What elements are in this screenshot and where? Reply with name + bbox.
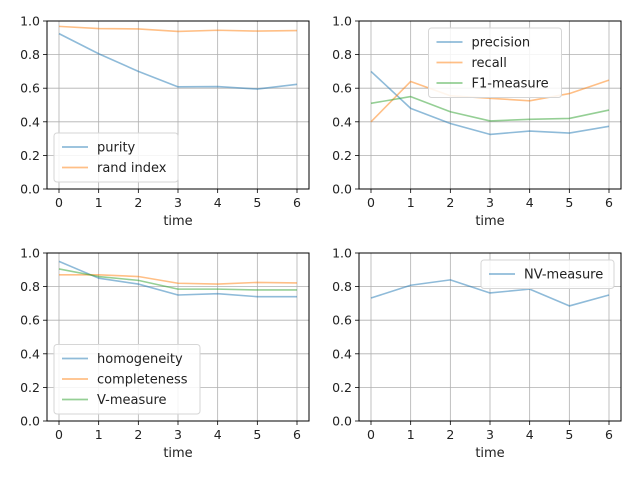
x-axis-label: time	[475, 214, 504, 229]
y-tick-label: 0.8	[332, 47, 352, 62]
legend-entry: F1-measure	[472, 77, 549, 92]
x-tick-label: 3	[174, 195, 182, 210]
y-tick-label: 0.0	[332, 182, 352, 197]
legend: purity rand index	[53, 132, 179, 183]
legend-entry: recall	[472, 56, 507, 71]
legend-entry: homogeneity	[97, 352, 183, 367]
y-tick-label: 0.0	[332, 414, 352, 429]
x-axis-label: time	[475, 446, 504, 461]
y-tick-label: 0.2	[20, 148, 40, 163]
x-tick-label: 0	[55, 427, 63, 442]
x-tick-label: 3	[486, 427, 494, 442]
series-line-purity	[58, 32, 298, 90]
x-tick-label: 6	[293, 427, 301, 442]
x-tick-label: 5	[565, 195, 573, 210]
x-tick-label: 2	[446, 427, 454, 442]
y-tick-label: 0.4	[332, 114, 352, 129]
x-tick-label: 1	[95, 427, 103, 442]
y-tick-label: 0.6	[332, 313, 352, 328]
chart-panel-4: 0 1 2 3 4 5 6 0.0 0.2 0.4 0.6 0.8 1.0 time NV-measure	[332, 246, 622, 461]
y-tick-label: 1.0	[332, 246, 352, 261]
chart-panel-1: 0 1 2 3 4 5 6 0.0 0.2 0.4 0.6 0.8 1.0 time purity rand …	[20, 14, 310, 229]
legend: precision recall F1-measure	[428, 27, 562, 98]
x-tick-label: 0	[367, 195, 375, 210]
legend-entry: NV-measure	[524, 268, 603, 283]
series-line-nv-measure	[370, 279, 610, 307]
x-tick-label: 1	[407, 427, 415, 442]
series-line-homogeneity	[58, 260, 297, 298]
y-tick-label: 0.6	[20, 81, 40, 96]
legend-box	[53, 344, 201, 415]
legend-entry: V-measure	[97, 393, 167, 408]
series-line-recall	[370, 79, 610, 123]
chart-panel-2: 0 1 2 3 4 5 6 0.0 0.2 0.4 0.6 0.8 1.0 time precision re…	[332, 14, 622, 229]
legend-entry: completeness	[97, 373, 188, 388]
series-line-precision	[370, 70, 610, 136]
x-tick-label: 4	[526, 195, 534, 210]
x-tick-label: 5	[253, 195, 261, 210]
x-axis-label: time	[163, 214, 192, 229]
y-tick-label: 0.6	[20, 313, 40, 328]
x-tick-label: 0	[367, 427, 375, 442]
x-tick-label: 6	[605, 195, 613, 210]
y-tick-label: 0.4	[332, 346, 352, 361]
y-tick-label: 0.4	[20, 346, 40, 361]
x-tick-label: 4	[526, 427, 534, 442]
series-line-f1-measure	[370, 95, 610, 122]
series-line-v-measure	[58, 268, 297, 291]
y-tick-label: 1.0	[20, 14, 40, 29]
y-tick-label: 0.8	[20, 47, 40, 62]
y-tick-label: 1.0	[20, 246, 40, 261]
x-tick-label: 4	[214, 195, 222, 210]
series-line-rand-index	[58, 25, 298, 33]
y-tick-label: 0.8	[20, 279, 40, 294]
legend-entry: rand index	[97, 161, 167, 176]
y-tick-label: 0.2	[20, 380, 40, 395]
x-tick-label: 1	[407, 195, 415, 210]
x-axis-label: time	[163, 446, 192, 461]
chart-panel-3: 0 1 2 3 4 5 6 0.0 0.2 0.4 0.6 0.8 1.0 time homogeneity…	[20, 246, 310, 461]
y-tick-label: 0.2	[332, 380, 352, 395]
legend-box	[53, 132, 179, 183]
x-tick-label: 2	[446, 195, 454, 210]
x-tick-label: 6	[293, 195, 301, 210]
x-tick-label: 0	[55, 195, 63, 210]
legend-box	[480, 259, 615, 289]
x-tick-label: 5	[565, 427, 573, 442]
y-tick-label: 1.0	[332, 14, 352, 29]
legend: NV-measure	[480, 259, 615, 289]
x-tick-label: 3	[174, 427, 182, 442]
legend-entry: purity	[97, 141, 136, 156]
y-tick-label: 0.0	[20, 414, 40, 429]
x-tick-label: 4	[214, 427, 222, 442]
y-tick-label: 0.2	[332, 148, 352, 163]
x-tick-label: 6	[605, 427, 613, 442]
y-tick-label: 0.0	[20, 182, 40, 197]
legend: homogeneity completeness V-measure	[53, 344, 201, 415]
legend-box	[428, 27, 562, 98]
x-tick-label: 5	[253, 427, 261, 442]
x-tick-label: 2	[134, 427, 142, 442]
y-tick-label: 0.4	[20, 114, 40, 129]
legend-entry: precision	[472, 36, 531, 51]
x-tick-label: 2	[134, 195, 142, 210]
y-tick-label: 0.6	[332, 81, 352, 96]
x-tick-label: 3	[486, 195, 494, 210]
y-tick-label: 0.8	[332, 279, 352, 294]
x-tick-label: 1	[95, 195, 103, 210]
series-line-completeness	[59, 274, 298, 285]
